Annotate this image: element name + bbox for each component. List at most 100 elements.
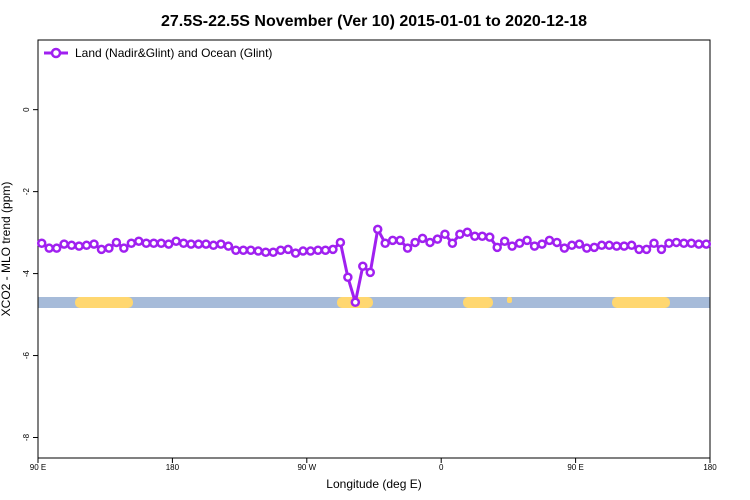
data-point: [223, 241, 234, 251]
legend-marker: [50, 47, 62, 59]
data-point: [410, 237, 420, 248]
data-point: [290, 248, 301, 258]
data-point: [59, 239, 69, 249]
x-tick-label: 180: [703, 463, 717, 472]
data-point: [380, 238, 390, 249]
data-point: [507, 241, 517, 251]
data-point: [656, 244, 667, 255]
data-point: [425, 237, 435, 248]
data-point: [567, 240, 577, 251]
data-point: [246, 245, 256, 255]
data-point: [283, 244, 293, 255]
data-point: [596, 240, 607, 251]
data-point: [51, 243, 62, 253]
data-point: [537, 239, 547, 249]
data-point: [268, 247, 278, 258]
x-tick-label: 90 E: [30, 463, 46, 472]
data-point: [455, 229, 465, 239]
data-point: [171, 236, 181, 246]
data-point: [611, 241, 622, 251]
data-point: [66, 240, 77, 251]
data-point: [671, 237, 682, 248]
y-axis-label: XCO2 - MLO trend (ppm): [0, 182, 13, 317]
data-point: [156, 238, 166, 249]
data-point: [634, 244, 644, 255]
legend-label: Land (Nadir&Glint) and Ocean (Glint): [75, 46, 272, 60]
data-point: [619, 241, 629, 251]
data-point: [544, 235, 555, 246]
y-tick-label: -6: [22, 351, 31, 359]
data-point: [74, 241, 84, 251]
data-point: [649, 238, 659, 249]
chart-title: 27.5S-22.5S November (Ver 10) 2015-01-01…: [161, 13, 587, 30]
data-point: [320, 245, 331, 255]
land-segment: [75, 297, 133, 308]
data-point: [350, 297, 361, 308]
data-point: [499, 236, 510, 246]
data-point: [275, 245, 286, 255]
data-point: [694, 239, 704, 249]
y-tick-label: -4: [22, 269, 31, 277]
data-point: [104, 243, 114, 253]
data-point: [664, 238, 674, 249]
data-point: [432, 234, 443, 244]
data-point: [193, 239, 204, 249]
data-point: [701, 239, 712, 249]
data-point: [552, 237, 562, 248]
data-point: [387, 235, 398, 246]
x-tick-label: 0: [439, 463, 444, 472]
data-point: [313, 245, 323, 255]
data-point: [484, 232, 495, 242]
data-point: [574, 239, 585, 249]
data-point: [201, 239, 211, 249]
data-point: [111, 237, 122, 248]
data-point: [522, 235, 532, 246]
data-point: [148, 238, 159, 249]
data-point: [141, 238, 152, 249]
data-point: [402, 243, 413, 253]
data-point: [686, 238, 697, 249]
plot-frame: [37, 39, 711, 459]
data-point: [81, 240, 92, 251]
data-point: [44, 243, 54, 253]
data-point: [163, 239, 174, 249]
data-point: [582, 243, 592, 253]
data-point: [298, 246, 308, 256]
data-point: [417, 233, 428, 244]
data-point: [343, 272, 353, 283]
data-point: [589, 242, 600, 253]
data-point: [447, 238, 458, 249]
data-point: [208, 240, 219, 251]
data-point: [470, 231, 480, 242]
data-point: [679, 238, 689, 249]
data-point: [604, 240, 614, 251]
y-tick-label: -2: [22, 188, 31, 196]
land-segment: [463, 297, 493, 308]
data-point: [89, 239, 99, 249]
data-point: [358, 261, 368, 271]
data-point: [119, 243, 129, 253]
land-ocean-strip: [38, 297, 710, 308]
data-point: [178, 238, 189, 249]
data-point: [559, 243, 570, 253]
data-point: [440, 229, 450, 239]
data-point: [96, 244, 107, 255]
x-tick-label: 90 E: [567, 463, 583, 472]
y-tick-label: -8: [22, 433, 31, 441]
data-point: [335, 237, 346, 248]
data-point: [305, 246, 316, 256]
data-point: [641, 244, 652, 255]
y-tick-label: 0: [22, 107, 31, 112]
data-point: [134, 236, 144, 246]
data-point: [626, 240, 637, 251]
data-point: [253, 246, 264, 256]
data-point: [216, 239, 226, 249]
data-point: [36, 238, 47, 249]
data-point: [186, 239, 196, 249]
land-segment: [507, 297, 512, 303]
data-point: [231, 245, 241, 255]
data-point: [477, 231, 488, 242]
x-tick-label: 90 W: [297, 463, 316, 472]
data-point: [238, 245, 249, 255]
